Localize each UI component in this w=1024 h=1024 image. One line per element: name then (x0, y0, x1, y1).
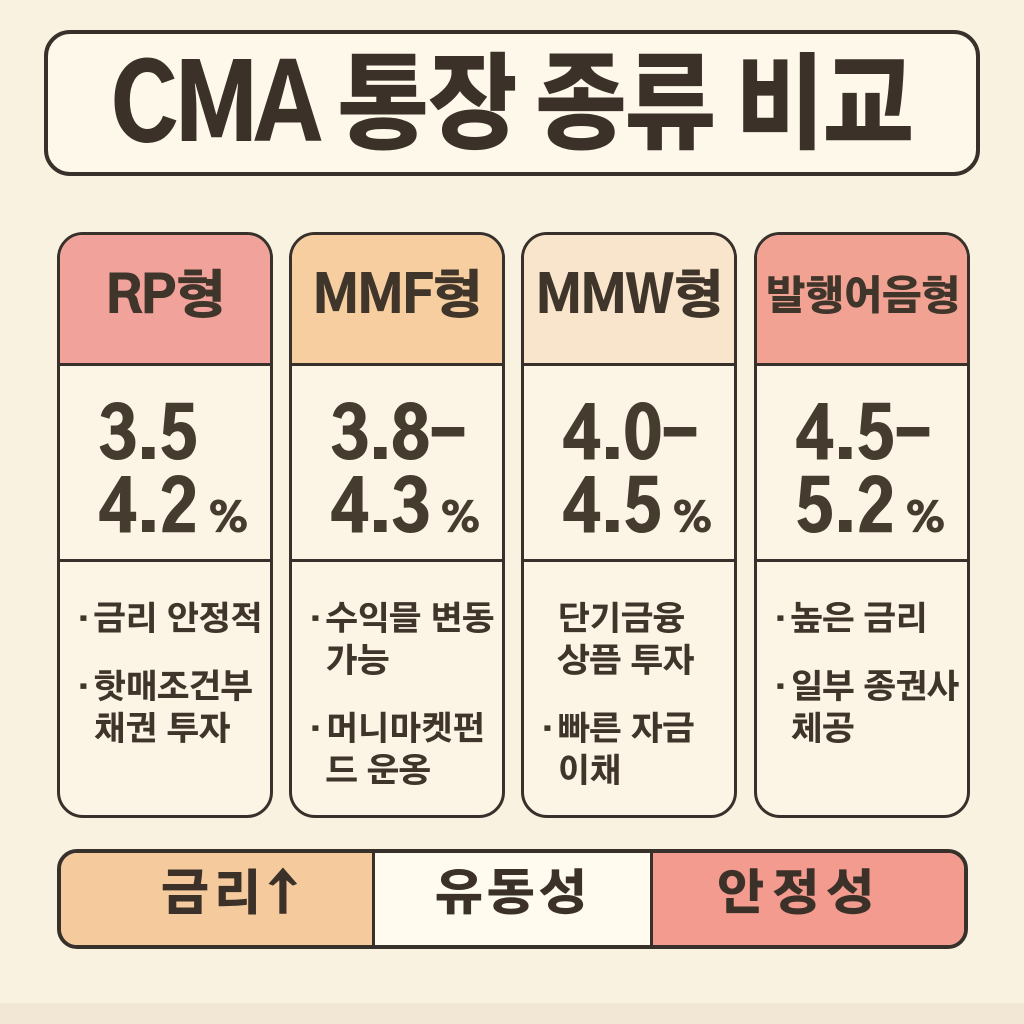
title-box: CMA 통장 종류 비교 (44, 30, 980, 176)
feature-text-line: 드 운옹 (325, 756, 431, 789)
feature-lines: 높은 금리 (790, 600, 957, 642)
rate-zone: 3.5 4.2% (60, 366, 270, 562)
legend-bar: 금리 ↑ 유동성 안정성 (57, 849, 968, 949)
feature-text-line: 채권 투자 (93, 714, 231, 747)
rate-zone: 3.8- 4.3% (292, 366, 502, 562)
bullet-dot: · (541, 714, 554, 748)
legend-segment-2: 유동성 (372, 853, 650, 945)
rate-range-line1: 4.5- (795, 404, 933, 474)
rate-line2-row: 4.5% (562, 476, 722, 558)
column-header-4: 발행어음형 (757, 235, 967, 366)
rate-zone: 4.5- 5.2% (757, 366, 967, 562)
feature-text-line: 상픔 투자 (557, 646, 695, 679)
bullet-dot: · (774, 672, 787, 706)
legend-label: 금리 (160, 872, 265, 920)
legend-label: 유동성 (434, 872, 591, 920)
feature-text-line: 가능 (325, 646, 390, 679)
feature-text-line: 이채 (557, 756, 622, 789)
feature-text-line: 빠른 자금 (557, 714, 695, 747)
feature-text-line: 핫매조건부 (93, 672, 253, 705)
column-header-2: MMF형 (292, 235, 502, 366)
rate-range-line2: 4.5 (562, 477, 662, 547)
bullet-dot: · (77, 672, 90, 706)
rate-range-line1: 3.8- (330, 404, 468, 474)
rate-range-line1: 3.5 (98, 404, 198, 474)
feature-item: · 금리 안정적 (77, 600, 263, 642)
rate-range-line2: 4.2 (98, 477, 198, 547)
column-header-3: MMW형 (524, 235, 734, 366)
rate-range-line2: 4.3 (330, 477, 430, 547)
percent-sign: % (904, 501, 946, 541)
feature-lines: 금리 안정적 (93, 600, 263, 642)
feature-text-line: 높은 금리 (790, 604, 928, 637)
bullet-dot: · (309, 604, 322, 638)
column-header-1: RP형 (60, 235, 270, 366)
rate-line2-row: 4.2% (98, 476, 258, 558)
percent-sign: % (439, 501, 481, 541)
column-title: 발행어음형 (765, 279, 961, 319)
feature-item: · 높은 금리 (774, 600, 957, 642)
column-title: MMW형 (535, 273, 725, 324)
legend-label: 안정성 (715, 872, 881, 920)
column-title: MMF형 (312, 273, 484, 324)
feature-text-line: 단기금융 (557, 604, 686, 637)
feature-text-line: 금리 안정적 (93, 604, 263, 637)
legend-segment-3: 안정성 (649, 853, 964, 945)
rate-line2-row: 4.3% (330, 476, 490, 558)
feature-text-line: 일부 종권사 (790, 672, 960, 705)
feature-text-line: 체공 (790, 714, 855, 747)
footer-band (0, 1003, 1024, 1024)
feature-text-line: 수익믈 변동 (325, 604, 495, 637)
rate-zone: 4.0- 4.5% (524, 366, 734, 562)
rate-line2-row: 5.2% (795, 476, 955, 558)
percent-sign: % (207, 501, 249, 541)
legend-segment-1: 금리 ↑ (61, 853, 373, 945)
up-arrow-icon: ↑ (261, 872, 304, 920)
bullet-dot: · (309, 714, 322, 748)
rate-range-line1: 4.0- (562, 404, 700, 474)
column-title: RP형 (105, 273, 227, 324)
rate-range-line2: 5.2 (795, 477, 895, 547)
page-title: CMA 통장 종류 비교 (111, 60, 916, 163)
percent-sign: % (671, 501, 713, 541)
feature-text-line: 머니마켓펀 (325, 714, 485, 747)
bullet-dot: · (774, 604, 787, 638)
bullet-dot: · (77, 604, 90, 638)
